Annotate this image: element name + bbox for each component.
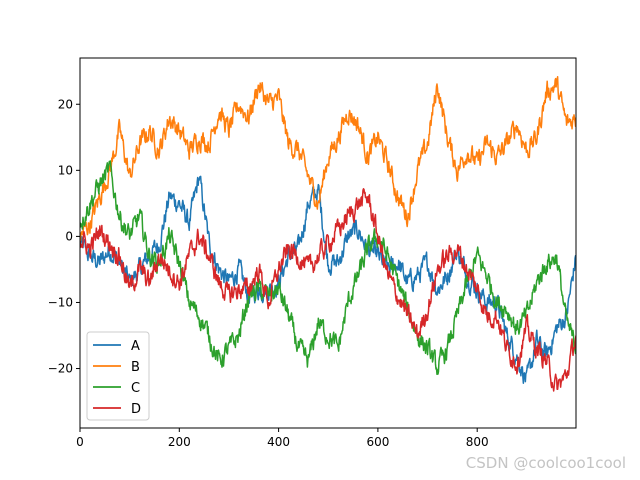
legend-label-D: D xyxy=(131,402,141,417)
series-line-D xyxy=(80,188,576,392)
series-line-C xyxy=(80,160,576,376)
series-line-A xyxy=(80,175,576,384)
legend-label-A: A xyxy=(131,339,140,354)
ticks-layer: 0 200 400 600 800 −20 −10 0 10 20 xyxy=(48,97,489,449)
legend-label-C: C xyxy=(131,381,140,396)
x-tick-label: 600 xyxy=(366,435,389,449)
x-tick-label: 200 xyxy=(168,435,191,449)
series-layer xyxy=(80,76,576,392)
y-tick-label: −20 xyxy=(48,362,73,376)
axes-frame xyxy=(79,57,577,429)
x-tick-label: 800 xyxy=(466,435,489,449)
watermark: CSDN @coolcoo1cool xyxy=(465,454,626,472)
y-tick-label: −10 xyxy=(48,295,73,309)
x-tick-label: 0 xyxy=(76,435,84,449)
legend-label-B: B xyxy=(131,360,140,375)
y-tick-label: 10 xyxy=(58,163,73,177)
y-tick-label: 20 xyxy=(58,97,73,111)
y-tick-label: 0 xyxy=(65,229,73,243)
legend-box xyxy=(86,331,150,421)
series-line-B xyxy=(80,76,576,242)
x-tick-label: 400 xyxy=(267,435,290,449)
